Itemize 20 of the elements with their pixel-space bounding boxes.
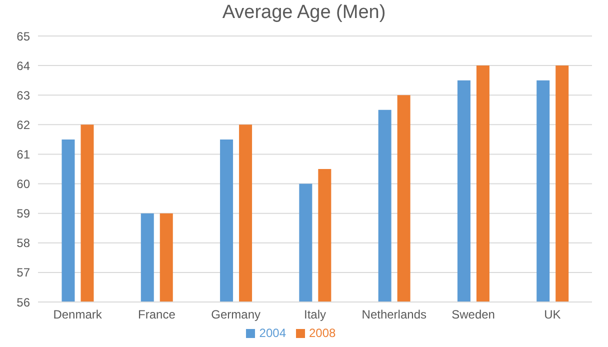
y-tick-label: 60 [16, 177, 30, 192]
y-tick-label: 57 [16, 266, 30, 280]
x-tick-label: Sweden [452, 308, 495, 322]
y-tick-label: 64 [16, 58, 30, 73]
y-tick-label: 59 [16, 206, 30, 221]
y-tick-label: 61 [16, 147, 30, 162]
y-tick-label: 58 [16, 236, 30, 250]
y-tick-label: 63 [16, 88, 30, 102]
x-tick-label: France [138, 308, 176, 322]
x-tick-label: Italy [304, 308, 326, 322]
chart-title: Average Age (Men) [222, 2, 386, 23]
y-tick-label: 62 [16, 118, 30, 132]
y-tick-label: 65 [16, 29, 30, 44]
legend-label: 2004 [259, 326, 286, 340]
y-tick-label: 56 [16, 295, 30, 310]
x-tick-label: Netherlands [362, 308, 426, 322]
x-tick-label: Denmark [53, 308, 103, 322]
legend-label: 2008 [309, 326, 336, 340]
x-tick-label: UK [544, 308, 561, 322]
x-tick-label: Germany [211, 308, 261, 322]
